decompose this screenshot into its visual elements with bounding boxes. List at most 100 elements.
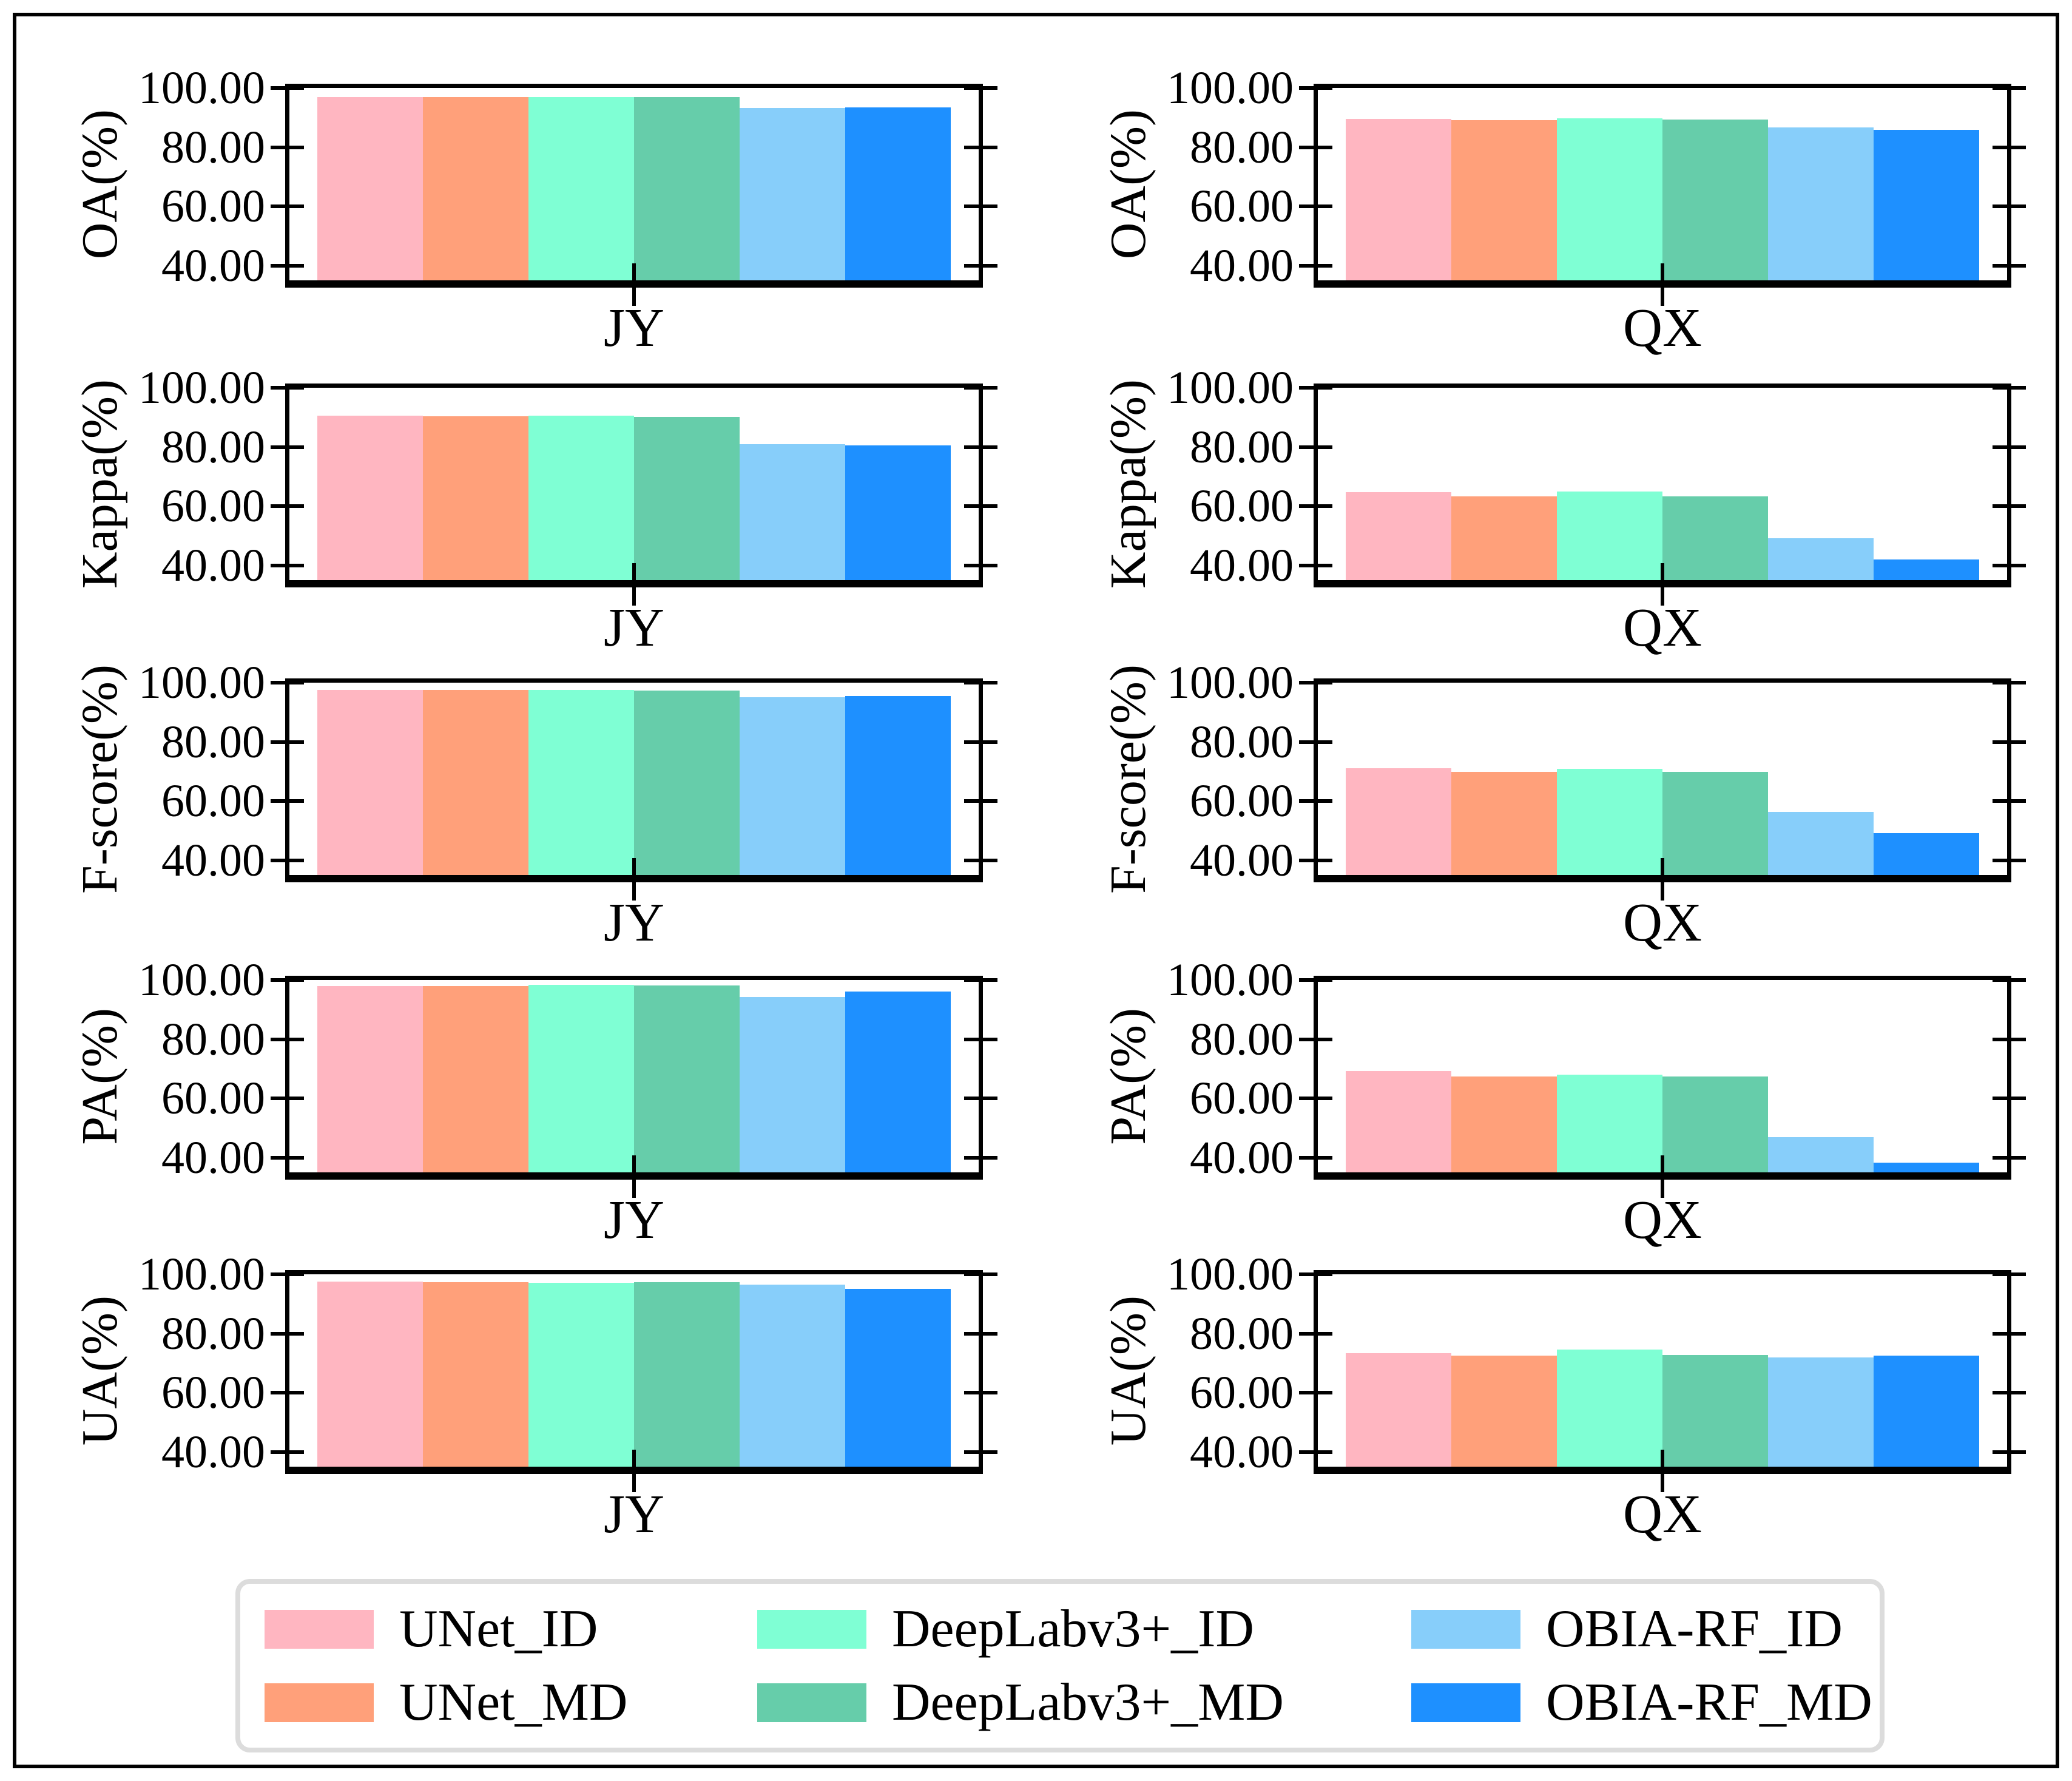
tick-mark bbox=[964, 681, 979, 684]
x-axis-label: JY bbox=[603, 598, 665, 658]
tick-mark bbox=[964, 1391, 979, 1395]
tick-mark bbox=[964, 1272, 979, 1276]
y-tick-label: 100.00 bbox=[1167, 362, 1294, 413]
tick-mark bbox=[1318, 386, 1332, 390]
tick-mark bbox=[983, 799, 997, 803]
y-axis-label: UA(%) bbox=[72, 1295, 128, 1446]
bar-unet-md bbox=[1451, 1355, 1557, 1467]
y-tick-label: 80.00 bbox=[161, 421, 265, 473]
tick-mark bbox=[1993, 504, 2007, 509]
bar-deeplabv3-id bbox=[1557, 768, 1662, 875]
y-tick-label: 60.00 bbox=[1190, 1367, 1294, 1419]
legend-entry-unet-id: UNet_ID bbox=[265, 1592, 757, 1666]
tick-mark bbox=[1993, 204, 2007, 209]
y-tick-label: 60.00 bbox=[1190, 1073, 1294, 1124]
tick-mark bbox=[271, 86, 285, 90]
tick-mark bbox=[983, 445, 997, 449]
tick-mark bbox=[271, 504, 285, 509]
subplot-kappa-jy: 100.00 80.00 60.00 40.00 Kappa(%) JY bbox=[72, 365, 997, 655]
bar-unet-id bbox=[317, 690, 423, 875]
bar-obia-rf-id bbox=[740, 107, 845, 280]
bar-unet-md bbox=[1451, 772, 1557, 875]
tick-mark bbox=[1993, 1097, 2007, 1101]
bar-deeplabv3-md bbox=[634, 690, 740, 875]
tick-mark bbox=[1299, 563, 1314, 567]
tick-mark bbox=[1318, 1331, 1332, 1336]
tick-mark bbox=[1993, 386, 2007, 390]
tick-mark bbox=[2011, 563, 2026, 567]
legend-entry-obia-rf-md: OBIA-RF_MD bbox=[1411, 1666, 1872, 1739]
tick-mark bbox=[1318, 681, 1332, 684]
tick-mark bbox=[2011, 145, 2026, 149]
tick-mark bbox=[289, 1037, 304, 1041]
bar-deeplabv3-id bbox=[1557, 491, 1662, 580]
tick-mark bbox=[1299, 504, 1314, 509]
x-axis-label: QX bbox=[1623, 1484, 1702, 1544]
y-tick-label: 100.00 bbox=[138, 362, 265, 413]
tick-mark bbox=[289, 1272, 304, 1276]
subplot-pa-qx: 100.00 80.00 60.00 40.00 PA(%) QX bbox=[1100, 957, 2026, 1248]
y-axis-label: Kappa(%) bbox=[72, 379, 128, 589]
y-tick-label: 40.00 bbox=[161, 1426, 265, 1478]
tick-mark bbox=[1661, 1474, 1664, 1492]
tick-mark bbox=[1299, 145, 1314, 149]
tick-mark bbox=[632, 1474, 636, 1492]
y-tick-label: 60.00 bbox=[161, 481, 265, 532]
bar-obia-rf-md bbox=[1874, 833, 1979, 875]
tick-mark bbox=[271, 1331, 285, 1336]
bar-obia-rf-id bbox=[740, 444, 845, 580]
bar-obia-rf-md bbox=[845, 107, 951, 280]
tick-mark bbox=[2011, 1155, 2026, 1160]
tick-mark bbox=[2011, 263, 2026, 268]
bar-deeplabv3-md bbox=[634, 985, 740, 1172]
tick-mark bbox=[1661, 1155, 1664, 1172]
legend: UNet_ID UNet_MD DeepLabv3+_ID DeepLabv3+_MD… bbox=[235, 1579, 1885, 1752]
tick-mark bbox=[271, 445, 285, 449]
y-axis-label-wrap: OA(%) bbox=[1100, 52, 1156, 317]
tick-mark bbox=[271, 563, 285, 567]
tick-mark bbox=[289, 1097, 304, 1101]
subplot-pa-jy: 100.00 80.00 60.00 40.00 PA(%) JY bbox=[72, 957, 997, 1248]
bar-obia-rf-md bbox=[845, 696, 951, 875]
bar-deeplabv3-md bbox=[1662, 1076, 1768, 1172]
tick-mark bbox=[983, 740, 997, 744]
tick-mark bbox=[2011, 204, 2026, 209]
bar-obia-rf-id bbox=[1768, 1137, 1874, 1172]
tick-mark bbox=[1318, 1272, 1332, 1276]
tick-mark bbox=[1318, 740, 1332, 744]
tick-mark bbox=[1661, 563, 1664, 580]
tick-mark bbox=[1661, 1450, 1664, 1467]
tick-mark bbox=[1993, 1391, 2007, 1395]
tick-mark bbox=[1661, 288, 1664, 306]
bar-obia-rf-md bbox=[1874, 1356, 1979, 1467]
tick-mark bbox=[1299, 1391, 1314, 1395]
tick-mark bbox=[1299, 263, 1314, 268]
tick-mark bbox=[289, 978, 304, 982]
tick-mark bbox=[271, 1450, 285, 1454]
bar-obia-rf-id bbox=[1768, 811, 1874, 875]
y-tick-label: 80.00 bbox=[1190, 1013, 1294, 1065]
y-tick-label: 60.00 bbox=[161, 1367, 265, 1419]
tick-mark bbox=[2011, 858, 2026, 862]
tick-mark bbox=[964, 86, 979, 90]
tick-mark bbox=[983, 204, 997, 209]
tick-mark bbox=[2011, 1097, 2026, 1101]
tick-mark bbox=[289, 86, 304, 90]
tick-mark bbox=[2011, 978, 2026, 982]
tick-mark bbox=[964, 1331, 979, 1336]
tick-mark bbox=[983, 1155, 997, 1160]
legend-swatch-unet-md bbox=[265, 1683, 374, 1722]
bar-obia-rf-md bbox=[845, 445, 951, 580]
y-axis-label-wrap: UA(%) bbox=[1100, 1238, 1156, 1503]
y-tick-label: 40.00 bbox=[1190, 240, 1294, 291]
bar-obia-rf-md bbox=[1874, 559, 1979, 580]
bar-obia-rf-id bbox=[740, 1285, 845, 1467]
y-tick-label: 100.00 bbox=[1167, 1249, 1294, 1300]
y-axis-label-wrap: PA(%) bbox=[1100, 944, 1156, 1209]
figure-border bbox=[13, 13, 2059, 1768]
subplot-f-score-qx: 100.00 80.00 60.00 40.00 F-score(%) QX bbox=[1100, 660, 2026, 950]
tick-mark bbox=[1318, 799, 1332, 803]
tick-mark bbox=[983, 563, 997, 567]
tick-mark bbox=[1318, 204, 1332, 209]
y-tick-label: 80.00 bbox=[1190, 716, 1294, 768]
